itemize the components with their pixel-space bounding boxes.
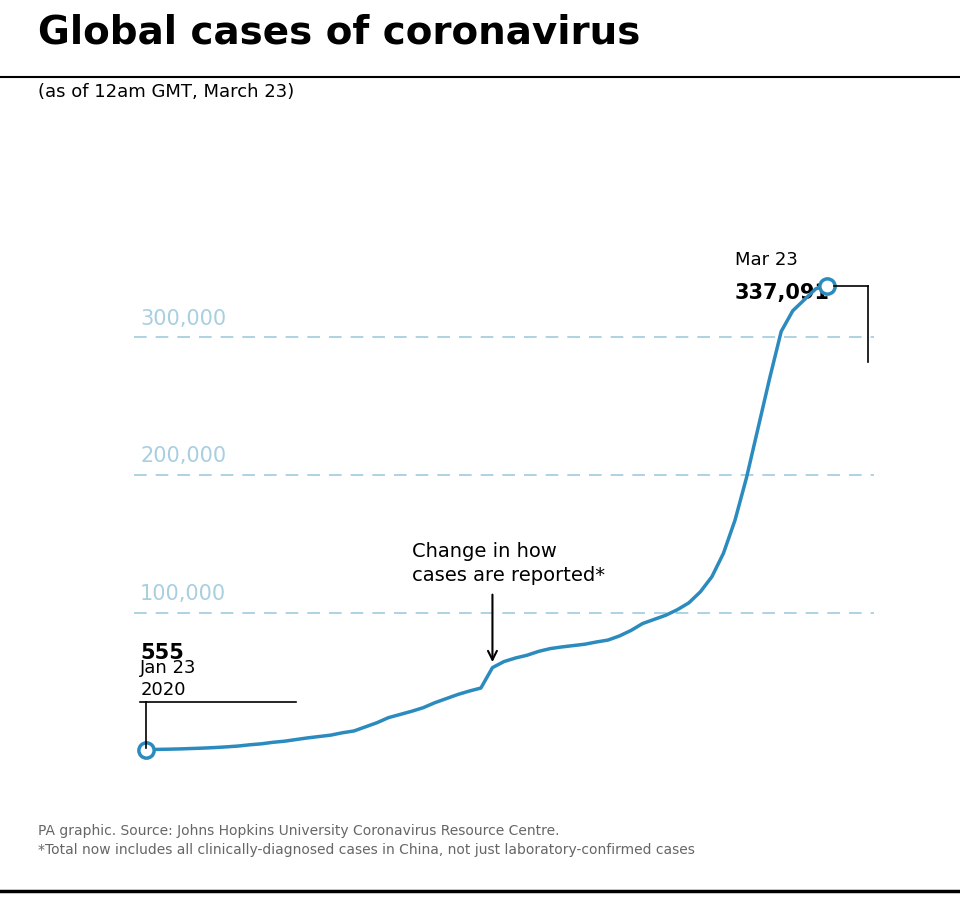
- Text: 337,091: 337,091: [735, 283, 830, 303]
- Text: Jan 23
2020: Jan 23 2020: [140, 659, 197, 699]
- Text: Global cases of coronavirus: Global cases of coronavirus: [38, 14, 640, 52]
- Text: 200,000: 200,000: [140, 446, 227, 466]
- Text: 300,000: 300,000: [140, 308, 227, 328]
- Text: (as of 12am GMT, March 23): (as of 12am GMT, March 23): [38, 83, 295, 102]
- Text: 100,000: 100,000: [140, 584, 227, 604]
- Text: 555: 555: [140, 643, 184, 664]
- Text: Change in how
cases are reported*: Change in how cases are reported*: [412, 542, 605, 585]
- Text: Mar 23: Mar 23: [735, 251, 798, 269]
- Text: PA graphic. Source: Johns Hopkins University Coronavirus Resource Centre.
*Total: PA graphic. Source: Johns Hopkins Univer…: [38, 824, 695, 857]
